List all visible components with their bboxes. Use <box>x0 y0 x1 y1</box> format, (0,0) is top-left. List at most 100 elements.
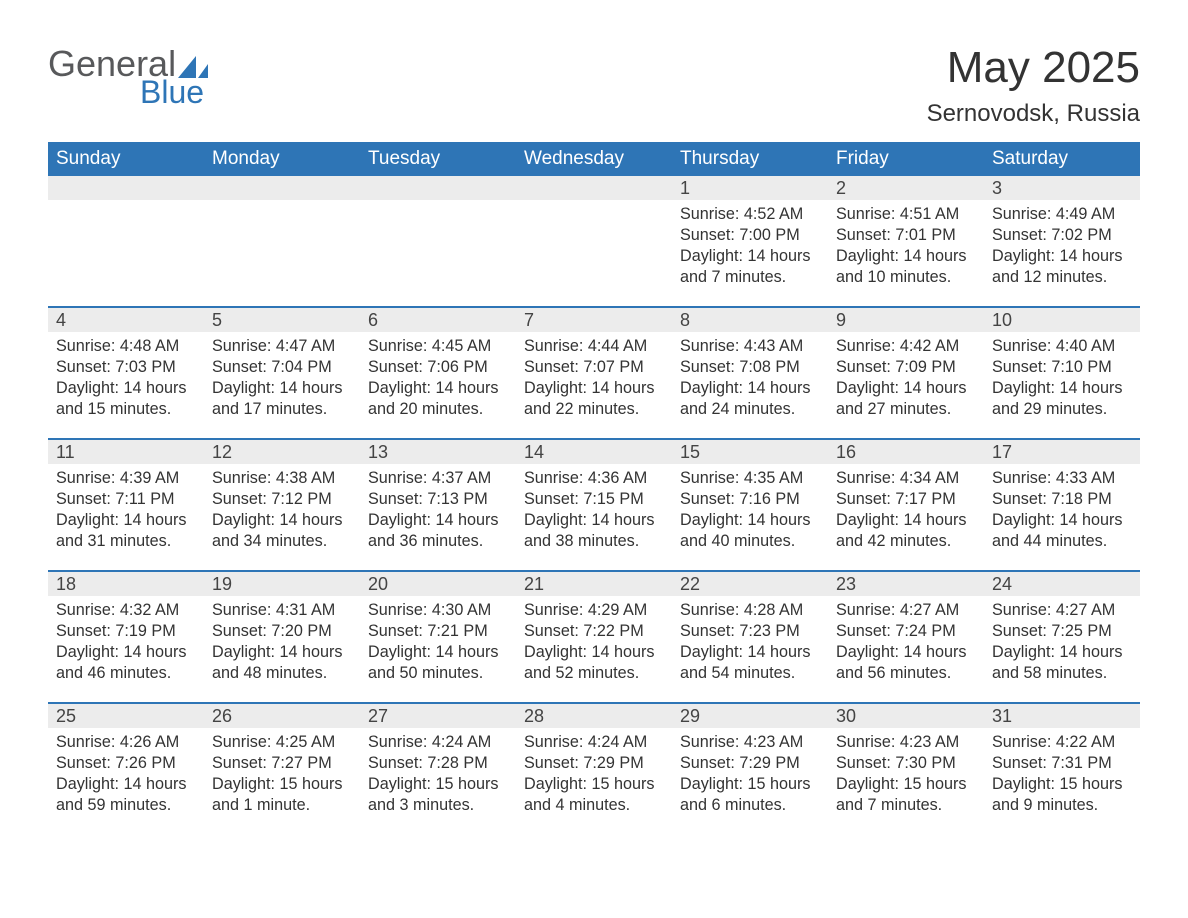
daylight-line-2: and 29 minutes. <box>992 399 1132 420</box>
day-cell: 29Sunrise: 4:23 AMSunset: 7:29 PMDayligh… <box>672 704 828 834</box>
day-body: Sunrise: 4:49 AMSunset: 7:02 PMDaylight:… <box>984 200 1140 292</box>
day-body: Sunrise: 4:48 AMSunset: 7:03 PMDaylight:… <box>48 332 204 424</box>
day-body: Sunrise: 4:36 AMSunset: 7:15 PMDaylight:… <box>516 464 672 556</box>
day-body: Sunrise: 4:45 AMSunset: 7:06 PMDaylight:… <box>360 332 516 424</box>
sunset-text: Sunset: 7:02 PM <box>992 225 1132 246</box>
day-body: Sunrise: 4:38 AMSunset: 7:12 PMDaylight:… <box>204 464 360 556</box>
day-body: Sunrise: 4:35 AMSunset: 7:16 PMDaylight:… <box>672 464 828 556</box>
day-cell <box>204 176 360 306</box>
day-body <box>516 200 672 208</box>
day-number: 19 <box>204 572 360 596</box>
sunrise-text: Sunrise: 4:24 AM <box>524 732 664 753</box>
day-body: Sunrise: 4:43 AMSunset: 7:08 PMDaylight:… <box>672 332 828 424</box>
day-cell <box>516 176 672 306</box>
day-cell: 12Sunrise: 4:38 AMSunset: 7:12 PMDayligh… <box>204 440 360 570</box>
day-number: 22 <box>672 572 828 596</box>
daylight-line-1: Daylight: 14 hours <box>992 510 1132 531</box>
day-number: 3 <box>984 176 1140 200</box>
sunrise-text: Sunrise: 4:45 AM <box>368 336 508 357</box>
daylight-line-1: Daylight: 14 hours <box>836 642 976 663</box>
day-body: Sunrise: 4:32 AMSunset: 7:19 PMDaylight:… <box>48 596 204 688</box>
daylight-line-2: and 38 minutes. <box>524 531 664 552</box>
daylight-line-1: Daylight: 15 hours <box>992 774 1132 795</box>
day-body: Sunrise: 4:51 AMSunset: 7:01 PMDaylight:… <box>828 200 984 292</box>
day-number: 11 <box>48 440 204 464</box>
weekday-header: Wednesday <box>516 142 672 176</box>
day-number: 9 <box>828 308 984 332</box>
day-number: 5 <box>204 308 360 332</box>
sunrise-text: Sunrise: 4:30 AM <box>368 600 508 621</box>
weekday-header: Monday <box>204 142 360 176</box>
day-cell: 19Sunrise: 4:31 AMSunset: 7:20 PMDayligh… <box>204 572 360 702</box>
daylight-line-2: and 27 minutes. <box>836 399 976 420</box>
daylight-line-2: and 3 minutes. <box>368 795 508 816</box>
daylight-line-2: and 9 minutes. <box>992 795 1132 816</box>
daylight-line-2: and 4 minutes. <box>524 795 664 816</box>
day-body: Sunrise: 4:25 AMSunset: 7:27 PMDaylight:… <box>204 728 360 820</box>
sunset-text: Sunset: 7:17 PM <box>836 489 976 510</box>
daylight-line-2: and 56 minutes. <box>836 663 976 684</box>
day-cell: 31Sunrise: 4:22 AMSunset: 7:31 PMDayligh… <box>984 704 1140 834</box>
daylight-line-1: Daylight: 14 hours <box>368 642 508 663</box>
sunset-text: Sunset: 7:18 PM <box>992 489 1132 510</box>
daylight-line-2: and 44 minutes. <box>992 531 1132 552</box>
daylight-line-2: and 52 minutes. <box>524 663 664 684</box>
daylight-line-2: and 40 minutes. <box>680 531 820 552</box>
location-label: Sernovodsk, Russia <box>927 100 1140 128</box>
day-body: Sunrise: 4:28 AMSunset: 7:23 PMDaylight:… <box>672 596 828 688</box>
day-cell: 17Sunrise: 4:33 AMSunset: 7:18 PMDayligh… <box>984 440 1140 570</box>
sunset-text: Sunset: 7:26 PM <box>56 753 196 774</box>
day-number: 13 <box>360 440 516 464</box>
day-cell: 28Sunrise: 4:24 AMSunset: 7:29 PMDayligh… <box>516 704 672 834</box>
day-cell: 11Sunrise: 4:39 AMSunset: 7:11 PMDayligh… <box>48 440 204 570</box>
day-cell: 26Sunrise: 4:25 AMSunset: 7:27 PMDayligh… <box>204 704 360 834</box>
daylight-line-2: and 42 minutes. <box>836 531 976 552</box>
weekday-header: Saturday <box>984 142 1140 176</box>
daylight-line-1: Daylight: 15 hours <box>680 774 820 795</box>
sunrise-text: Sunrise: 4:42 AM <box>836 336 976 357</box>
daylight-line-1: Daylight: 14 hours <box>680 246 820 267</box>
daylight-line-1: Daylight: 14 hours <box>680 642 820 663</box>
daylight-line-2: and 58 minutes. <box>992 663 1132 684</box>
daylight-line-2: and 7 minutes. <box>836 795 976 816</box>
day-body: Sunrise: 4:29 AMSunset: 7:22 PMDaylight:… <box>516 596 672 688</box>
weekday-header: Friday <box>828 142 984 176</box>
day-number <box>204 176 360 200</box>
week-row: 4Sunrise: 4:48 AMSunset: 7:03 PMDaylight… <box>48 306 1140 438</box>
daylight-line-1: Daylight: 14 hours <box>992 378 1132 399</box>
day-number <box>360 176 516 200</box>
sunset-text: Sunset: 7:13 PM <box>368 489 508 510</box>
daylight-line-1: Daylight: 14 hours <box>836 378 976 399</box>
daylight-line-1: Daylight: 14 hours <box>836 246 976 267</box>
daylight-line-2: and 1 minute. <box>212 795 352 816</box>
daylight-line-1: Daylight: 14 hours <box>836 510 976 531</box>
sunrise-text: Sunrise: 4:39 AM <box>56 468 196 489</box>
daylight-line-1: Daylight: 14 hours <box>212 642 352 663</box>
daylight-line-2: and 54 minutes. <box>680 663 820 684</box>
day-cell: 4Sunrise: 4:48 AMSunset: 7:03 PMDaylight… <box>48 308 204 438</box>
title-block: May 2025 Sernovodsk, Russia <box>927 46 1140 128</box>
day-cell: 20Sunrise: 4:30 AMSunset: 7:21 PMDayligh… <box>360 572 516 702</box>
day-cell: 23Sunrise: 4:27 AMSunset: 7:24 PMDayligh… <box>828 572 984 702</box>
daylight-line-1: Daylight: 14 hours <box>524 642 664 663</box>
daylight-line-2: and 59 minutes. <box>56 795 196 816</box>
daylight-line-2: and 22 minutes. <box>524 399 664 420</box>
week-row: 25Sunrise: 4:26 AMSunset: 7:26 PMDayligh… <box>48 702 1140 834</box>
day-cell: 21Sunrise: 4:29 AMSunset: 7:22 PMDayligh… <box>516 572 672 702</box>
day-cell: 2Sunrise: 4:51 AMSunset: 7:01 PMDaylight… <box>828 176 984 306</box>
day-body: Sunrise: 4:33 AMSunset: 7:18 PMDaylight:… <box>984 464 1140 556</box>
weeks-container: 1Sunrise: 4:52 AMSunset: 7:00 PMDaylight… <box>48 176 1140 834</box>
day-body: Sunrise: 4:39 AMSunset: 7:11 PMDaylight:… <box>48 464 204 556</box>
day-number: 14 <box>516 440 672 464</box>
sunrise-text: Sunrise: 4:33 AM <box>992 468 1132 489</box>
day-body <box>48 200 204 208</box>
daylight-line-2: and 34 minutes. <box>212 531 352 552</box>
day-cell: 6Sunrise: 4:45 AMSunset: 7:06 PMDaylight… <box>360 308 516 438</box>
day-cell: 14Sunrise: 4:36 AMSunset: 7:15 PMDayligh… <box>516 440 672 570</box>
daylight-line-2: and 36 minutes. <box>368 531 508 552</box>
sunset-text: Sunset: 7:07 PM <box>524 357 664 378</box>
day-number <box>516 176 672 200</box>
week-row: 11Sunrise: 4:39 AMSunset: 7:11 PMDayligh… <box>48 438 1140 570</box>
day-body: Sunrise: 4:30 AMSunset: 7:21 PMDaylight:… <box>360 596 516 688</box>
sunset-text: Sunset: 7:16 PM <box>680 489 820 510</box>
